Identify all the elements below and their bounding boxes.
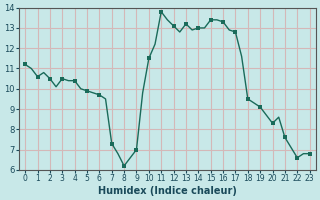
- X-axis label: Humidex (Indice chaleur): Humidex (Indice chaleur): [98, 186, 237, 196]
